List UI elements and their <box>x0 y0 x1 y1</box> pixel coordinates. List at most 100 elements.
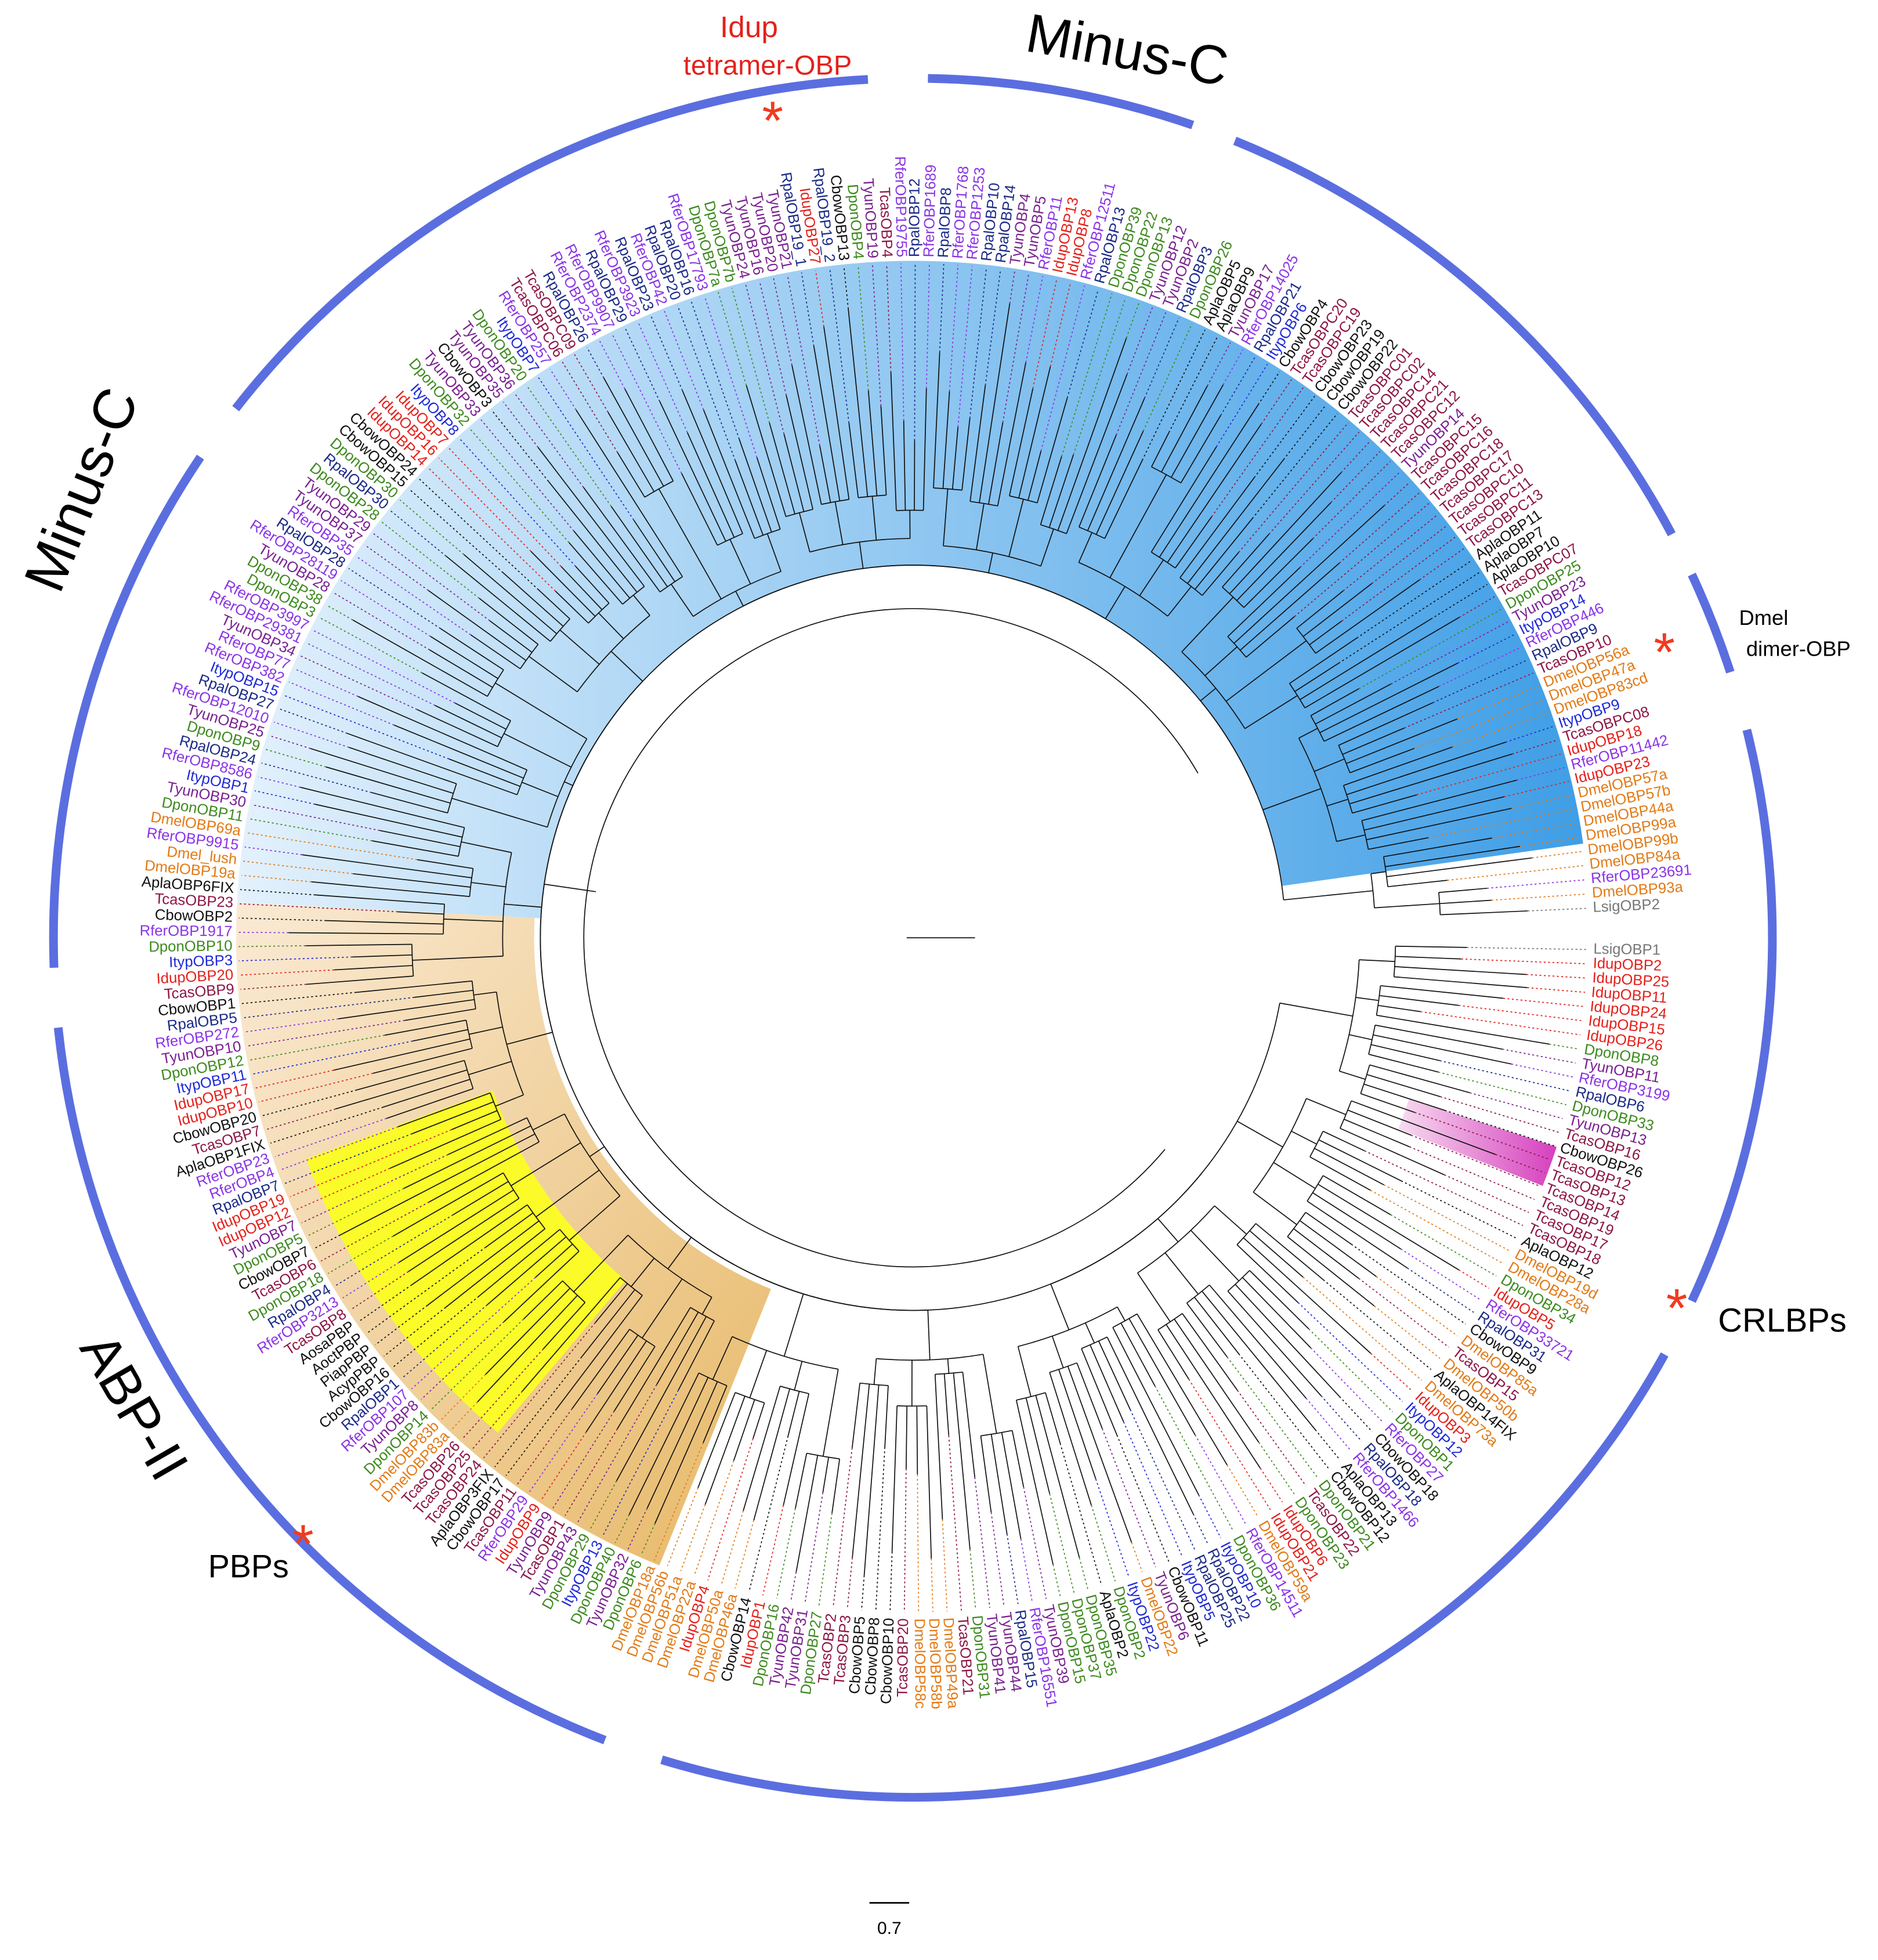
terminal-branch <box>1378 579 1420 609</box>
terminal-branch <box>429 649 458 667</box>
leader-line <box>280 1126 399 1171</box>
leader-line <box>514 393 584 488</box>
leaf-label: IdupOBP2 <box>1593 955 1662 974</box>
terminal-branch <box>379 830 412 838</box>
internal-branch <box>1095 468 1127 535</box>
terminal-branch <box>678 1364 692 1391</box>
leader-line <box>957 266 973 427</box>
internal-branch <box>934 1374 942 1491</box>
terminal-branch <box>1278 1314 1311 1348</box>
internal-branch <box>988 468 996 505</box>
leader-line <box>627 1507 648 1550</box>
leader-line <box>990 1512 1005 1607</box>
internal-branch <box>1309 1156 1325 1166</box>
node-arc <box>549 619 570 642</box>
internal-branch <box>442 1029 468 1036</box>
internal-branch <box>1366 1074 1406 1087</box>
terminal-branch <box>1043 366 1051 394</box>
leader-line <box>942 1519 948 1612</box>
internal-branch <box>1378 1004 1399 1009</box>
terminal-branch <box>414 991 459 998</box>
terminal-branch <box>397 1114 430 1127</box>
internal-branch <box>1255 1223 1295 1256</box>
internal-branch <box>513 1212 534 1227</box>
internal-branch <box>564 781 573 786</box>
internal-branch <box>522 782 559 797</box>
internal-branch <box>1057 367 1117 531</box>
internal-branch <box>504 1236 567 1291</box>
leader-line <box>969 267 987 419</box>
internal-branch <box>1015 1400 1048 1539</box>
internal-branch <box>1368 841 1405 850</box>
internal-branch <box>472 1141 540 1179</box>
terminal-branch <box>795 1535 804 1572</box>
leader-line <box>602 1390 679 1537</box>
leader-line <box>875 1447 885 1611</box>
leader-line <box>1226 1357 1318 1478</box>
leader-line <box>243 860 353 874</box>
internal-branch <box>1326 798 1348 807</box>
terminal-branch <box>1458 808 1512 820</box>
leader-line <box>889 1552 893 1612</box>
internal-branch <box>1246 634 1273 658</box>
terminal-branch <box>1389 1103 1415 1113</box>
internal-branch <box>1050 1283 1070 1330</box>
terminal-branch <box>1410 880 1448 885</box>
group-label: CRLBPs <box>1718 1302 1847 1339</box>
terminal-branch <box>440 628 487 659</box>
node-arc <box>1236 1223 1257 1245</box>
leader-line <box>244 846 302 855</box>
internal-branch <box>1159 440 1236 558</box>
internal-branch <box>582 588 603 610</box>
internal-branch <box>759 1402 765 1419</box>
internal-branch <box>1008 499 1024 557</box>
terminal-branch <box>478 1279 500 1297</box>
terminal-branch <box>1367 505 1385 521</box>
internal-branch <box>1360 1093 1389 1104</box>
leader-line <box>637 321 688 433</box>
internal-branch <box>461 841 512 854</box>
leader-line <box>900 263 904 421</box>
leaf-label: RpalOBP8 <box>935 187 955 258</box>
leader-line <box>1444 1174 1529 1213</box>
internal-branch <box>1179 509 1231 578</box>
root-arc <box>583 608 1199 1268</box>
node-arc <box>443 904 445 934</box>
node-arc <box>465 1020 473 1049</box>
internal-branch <box>982 1354 997 1434</box>
terminal-branch <box>848 309 851 330</box>
internal-branch <box>1235 1284 1309 1364</box>
internal-branch <box>429 1172 504 1216</box>
terminal-branch <box>1307 562 1340 592</box>
leaf-label: RferOBP19755 <box>892 156 910 258</box>
terminal-branch <box>325 766 359 778</box>
terminal-branch <box>1360 1236 1408 1269</box>
internal-branch <box>1150 488 1192 552</box>
terminal-branch <box>1239 1414 1260 1443</box>
terminal-branch <box>1296 1406 1316 1430</box>
leader-line <box>1416 753 1562 795</box>
internal-branch <box>741 478 764 536</box>
terminal-branch <box>1420 946 1467 948</box>
leader-line <box>269 735 311 749</box>
group-label: ABP-II <box>68 1323 200 1490</box>
internal-branch <box>475 713 506 730</box>
internal-branch <box>835 1459 841 1483</box>
internal-branch <box>495 1295 578 1383</box>
terminal-branch <box>445 1292 465 1308</box>
internal-branch <box>933 398 938 489</box>
node-arc <box>547 738 588 827</box>
terminal-branch <box>1078 1464 1092 1506</box>
internal-branch <box>377 1059 465 1085</box>
internal-branch <box>1079 476 1100 527</box>
internal-branch <box>1171 425 1201 478</box>
internal-branch <box>356 965 413 970</box>
leader-line <box>1341 536 1456 621</box>
leader-line <box>948 1435 962 1611</box>
leader-line <box>239 903 398 913</box>
terminal-branch <box>769 422 784 473</box>
internal-branch <box>419 1048 473 1062</box>
terminal-branch <box>542 1320 569 1350</box>
terminal-branch <box>1327 1227 1352 1245</box>
